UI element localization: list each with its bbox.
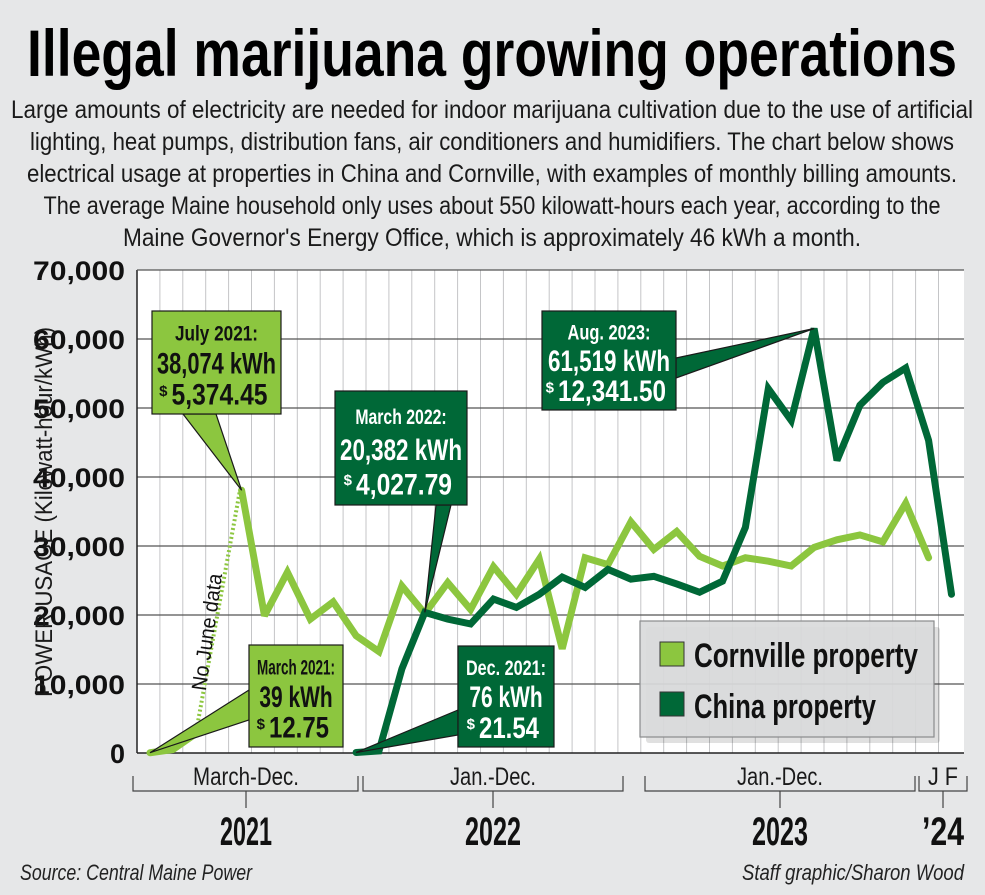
callout-kwh: 20,382 kWh [340, 434, 462, 467]
annotations: July 2021:38,074 kWh $ 5,374.45 March 2021:… [149, 310, 815, 754]
callout-date: Aug. 2023: [568, 322, 651, 345]
intro-line: lighting, heat pumps, distribution fans,… [30, 128, 954, 156]
callout-dollar-sign: $ [344, 472, 353, 489]
gap-dotted-line [193, 491, 242, 735]
legend: Cornville property China property [639, 620, 940, 743]
source-credit: Source: Central Maine Power [20, 860, 253, 885]
y-axis-label: POWER USAGE (Kilowatt-hour/kWh) [31, 327, 58, 697]
x-group-2023: Jan.-Dec. 2023 [644, 763, 916, 854]
x-group-2022: Jan.-Dec. 2022 [362, 763, 624, 854]
year-label-2022: 2022 [465, 810, 521, 854]
callout-dollar-sign: $ [159, 383, 168, 400]
year-label-2021: 2021 [220, 810, 272, 854]
range-label-2024: J F [928, 763, 958, 791]
callout-amount: 12,341.50 [558, 375, 666, 408]
legend-swatch-cornville [659, 641, 685, 667]
series-lines [146, 327, 955, 757]
series-china [352, 327, 955, 756]
callout-box [457, 645, 555, 748]
annotation-callout: July 2021:38,074 kWh $ 5,374.45 [151, 310, 282, 491]
intro-line: Large amounts of electricity are needed … [11, 96, 973, 124]
callout-box [248, 644, 344, 748]
intro-line: Maine Governor's Energy Office, which is… [123, 224, 861, 252]
annotation-callout: March 2022: 20,382 kWh $ 4,027.79 [334, 390, 468, 613]
y-axis-tick-labels: 0 10,000 20,000 30,000 40,000 50,000 60,000 70,… [33, 256, 125, 769]
y-tick-label: 30,000 [33, 532, 125, 562]
x-group-2021: March-Dec. 2021 [132, 763, 359, 854]
x-axis-groups: March-Dec. 2021 Jan.-Dec. 2022 Jan.-Dec.… [132, 763, 968, 854]
x-group-2024: J F ’24 [918, 763, 968, 854]
callout-amount: 5,374.45 [172, 379, 268, 412]
chart-title: Illegal marijuana growing operations [27, 16, 957, 90]
callout-box [541, 310, 677, 411]
year-label-2023: 2023 [752, 810, 808, 854]
callout-dollar-sign: $ [467, 716, 476, 733]
y-tick-label: 40,000 [33, 463, 125, 493]
callout-date: March 2021: [257, 656, 335, 679]
callout-box [151, 310, 282, 415]
legend-box [639, 620, 935, 738]
range-label-2023: Jan.-Dec. [737, 763, 823, 791]
callout-box [334, 390, 468, 506]
callout-amount: 12.75 [269, 712, 329, 745]
annotation-callout: March 2021:39 kWh $ 12.75 [149, 644, 344, 754]
bracket-2022 [362, 776, 624, 808]
legend-label-china: China property [694, 688, 876, 726]
annotation-callout: Dec. 2021:76 kWh $ 21.54 [355, 645, 555, 754]
range-label-2022: Jan.-Dec. [450, 763, 536, 791]
range-label-2021: March-Dec. [193, 763, 299, 791]
callout-kwh: 76 kWh [469, 681, 542, 714]
staff-credit: Staff graphic/Sharon Wood [742, 860, 965, 885]
callout-dollar-sign: $ [257, 716, 266, 733]
callout-dollar-sign: $ [546, 380, 555, 397]
intro-paragraph: Large amounts of electricity are needed … [11, 96, 973, 252]
intro-line: The average Maine household only uses ab… [44, 192, 941, 220]
bracket-2023 [644, 776, 916, 808]
callout-amount: 4,027.79 [356, 469, 452, 502]
year-label-2024: ’24 [922, 810, 965, 854]
y-tick-label: 20,000 [33, 601, 125, 631]
legend-swatch-china [659, 691, 685, 717]
callout-amount: 21.54 [479, 712, 539, 745]
y-tick-label: 0 [110, 739, 125, 769]
y-tick-label: 10,000 [33, 670, 125, 700]
bracket-2021 [132, 776, 359, 808]
callout-date: March 2022: [355, 406, 446, 429]
callout-date: July 2021: [175, 323, 258, 346]
bracket-2024 [918, 776, 968, 808]
callout-kwh: 38,074 kWh [157, 347, 276, 380]
y-tick-label: 50,000 [33, 394, 125, 424]
legend-label-cornville: Cornville property [694, 637, 918, 675]
y-tick-label: 70,000 [33, 256, 125, 286]
y-tick-label: 60,000 [33, 325, 125, 355]
callout-date: Dec. 2021: [466, 657, 546, 680]
callout-kwh: 61,519 kWh [548, 345, 670, 378]
annotation-callout: Aug. 2023:61,519 kWh $ 12,341.50 [541, 310, 815, 411]
intro-line: electrical usage at properties in China … [27, 160, 957, 188]
callout-kwh: 39 kWh [259, 681, 332, 714]
